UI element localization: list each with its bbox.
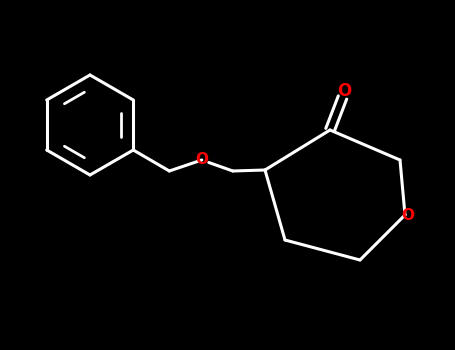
Text: O: O <box>337 82 352 99</box>
Text: O: O <box>401 208 414 223</box>
Text: O: O <box>195 153 208 168</box>
